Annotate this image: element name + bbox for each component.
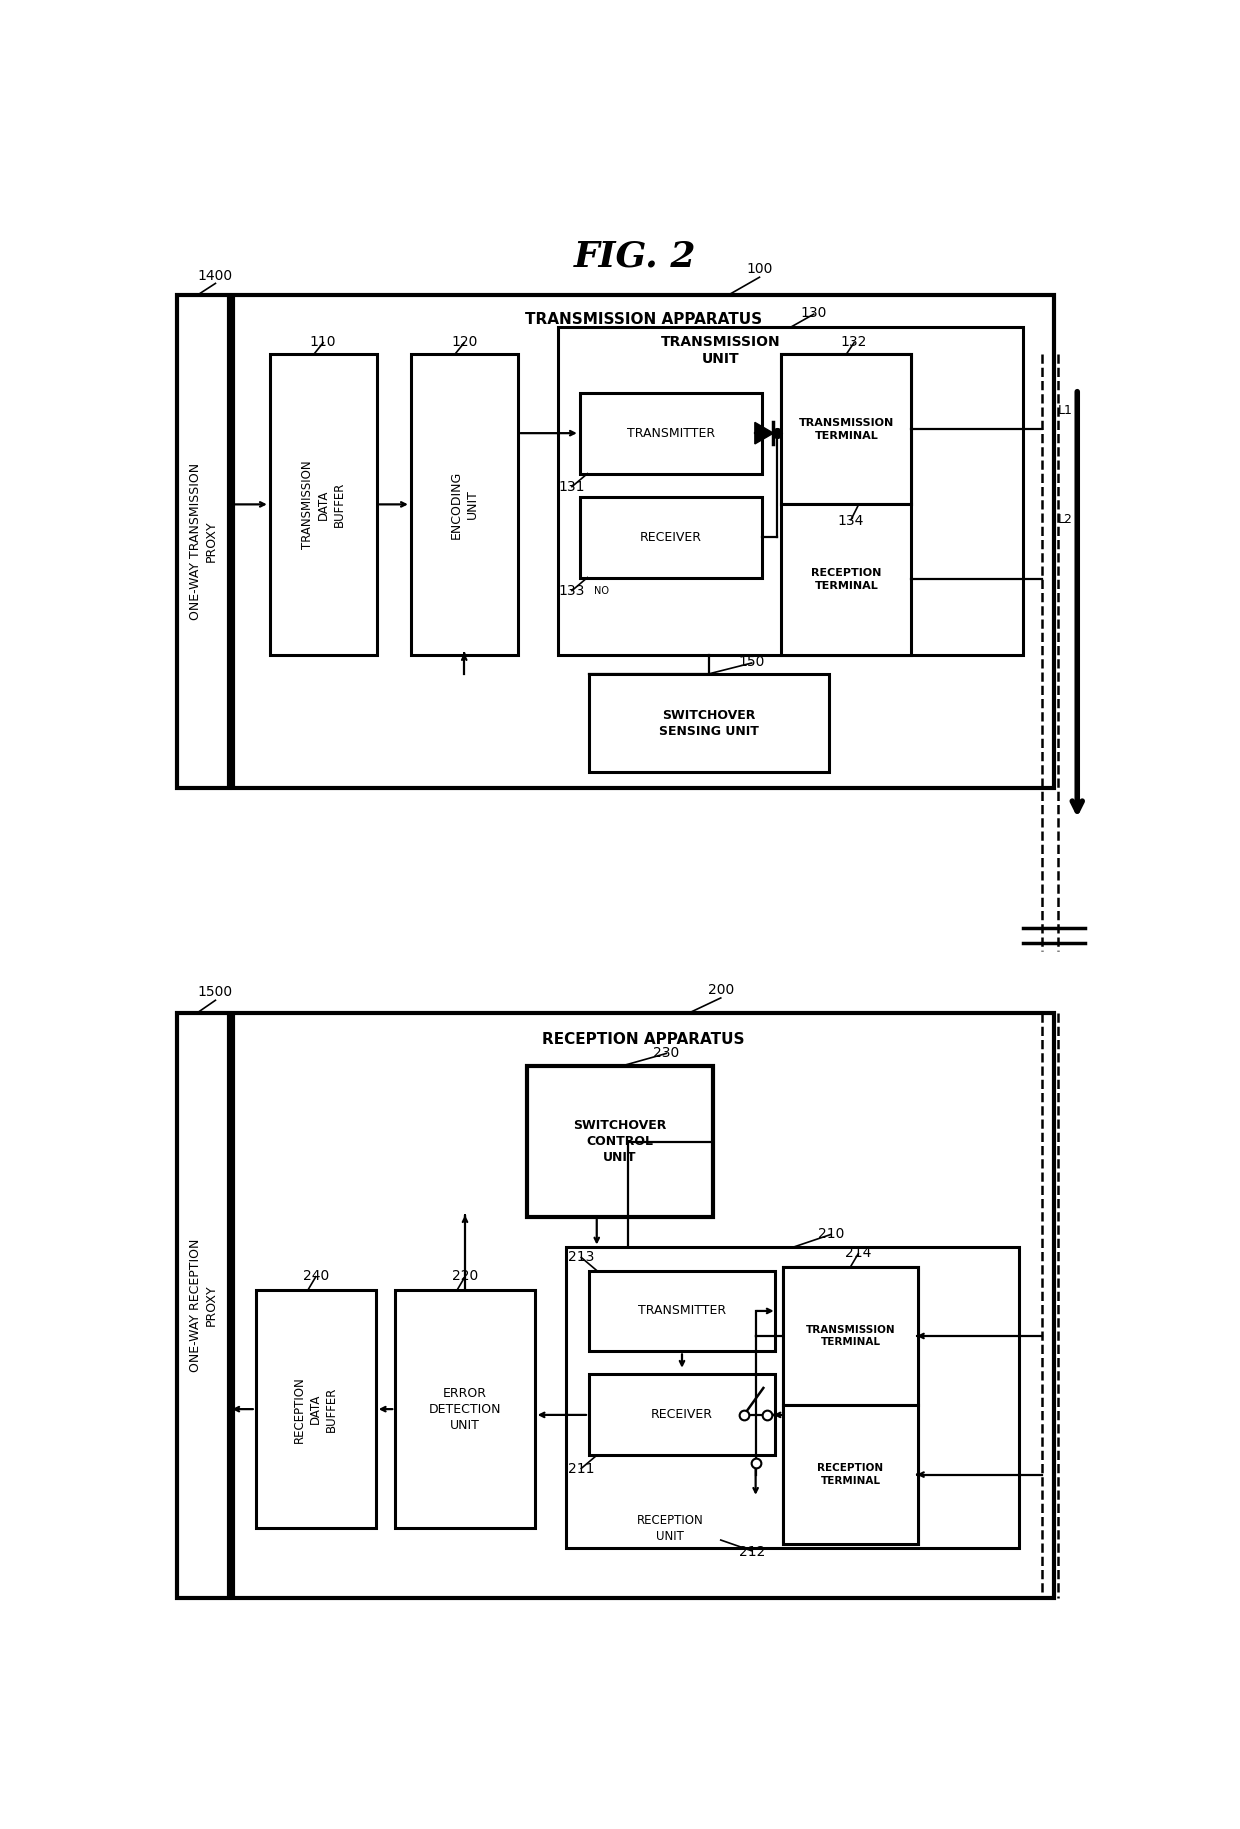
Bar: [410, 355, 518, 655]
Text: 200: 200: [708, 984, 734, 997]
Text: 220: 220: [451, 1269, 479, 1282]
Bar: [589, 1374, 775, 1456]
Bar: [396, 1289, 534, 1529]
Text: L1: L1: [1058, 404, 1073, 417]
Text: TRANSMISSION
UNIT: TRANSMISSION UNIT: [661, 335, 780, 366]
Text: 134: 134: [838, 514, 864, 529]
Text: 240: 240: [303, 1269, 329, 1282]
Text: RECEPTION
UNIT: RECEPTION UNIT: [637, 1514, 704, 1544]
Text: 120: 120: [451, 335, 477, 349]
Bar: [527, 1066, 713, 1216]
Text: RECEPTION
TERMINAL: RECEPTION TERMINAL: [817, 1463, 884, 1485]
Text: 211: 211: [568, 1461, 594, 1476]
Bar: [580, 497, 761, 578]
Text: RECEIVER: RECEIVER: [651, 1408, 713, 1421]
Bar: [255, 1289, 376, 1529]
Text: 100: 100: [746, 262, 773, 276]
Text: ONE-WAY TRANSMISSION
PROXY: ONE-WAY TRANSMISSION PROXY: [188, 463, 217, 620]
Bar: [565, 1247, 1019, 1547]
Text: TRANSMITTER: TRANSMITTER: [626, 426, 714, 439]
Text: 110: 110: [310, 335, 336, 349]
Text: 150: 150: [739, 655, 765, 669]
Text: SWITCHOVER
CONTROL
UNIT: SWITCHOVER CONTROL UNIT: [573, 1119, 667, 1163]
Text: 130: 130: [801, 307, 827, 320]
Bar: [270, 355, 377, 655]
Text: FIG. 2: FIG. 2: [574, 240, 697, 274]
Bar: [589, 1271, 775, 1352]
Text: SWITCHOVER
SENSING UNIT: SWITCHOVER SENSING UNIT: [660, 708, 759, 737]
Text: TRANSMISSION
DATA
BUFFER: TRANSMISSION DATA BUFFER: [300, 461, 346, 549]
Text: ENCODING
UNIT: ENCODING UNIT: [450, 470, 479, 538]
Bar: [233, 1013, 1054, 1599]
Bar: [580, 393, 761, 474]
Bar: [782, 1267, 919, 1405]
Text: L2: L2: [1058, 514, 1073, 527]
Bar: [782, 1267, 919, 1544]
Text: RECEPTION APPARATUS: RECEPTION APPARATUS: [542, 1032, 744, 1046]
Text: 214: 214: [846, 1246, 872, 1260]
Text: TRANSMITTER: TRANSMITTER: [637, 1304, 727, 1317]
Text: ONE-WAY RECEPTION
PROXY: ONE-WAY RECEPTION PROXY: [188, 1238, 217, 1372]
Bar: [176, 294, 229, 788]
Bar: [781, 355, 911, 505]
Text: ERROR
DETECTION
UNIT: ERROR DETECTION UNIT: [429, 1386, 501, 1432]
Bar: [781, 505, 911, 655]
Text: NO: NO: [594, 587, 609, 596]
Text: 213: 213: [568, 1249, 594, 1264]
Bar: [558, 327, 1023, 655]
Text: 212: 212: [739, 1544, 765, 1558]
Text: 131: 131: [559, 481, 585, 494]
Text: 133: 133: [559, 585, 585, 598]
Bar: [176, 1013, 229, 1599]
Text: 210: 210: [818, 1227, 844, 1240]
Bar: [781, 355, 911, 505]
Text: RECEPTION
TERMINAL: RECEPTION TERMINAL: [811, 569, 882, 591]
Text: 132: 132: [841, 335, 867, 349]
Bar: [233, 294, 1054, 788]
Text: TRANSMISSION
TERMINAL: TRANSMISSION TERMINAL: [806, 1324, 895, 1348]
Text: 230: 230: [653, 1046, 680, 1059]
Text: TRANSMISSION
TERMINAL: TRANSMISSION TERMINAL: [799, 419, 894, 441]
Text: RECEPTION
DATA
BUFFER: RECEPTION DATA BUFFER: [294, 1375, 339, 1443]
Bar: [589, 673, 830, 772]
Polygon shape: [755, 422, 774, 444]
Text: RECEIVER: RECEIVER: [640, 530, 702, 543]
Text: 1500: 1500: [198, 986, 233, 999]
Bar: [782, 1405, 919, 1544]
Text: 1400: 1400: [198, 269, 233, 283]
Text: TRANSMISSION APPARATUS: TRANSMISSION APPARATUS: [525, 313, 761, 327]
